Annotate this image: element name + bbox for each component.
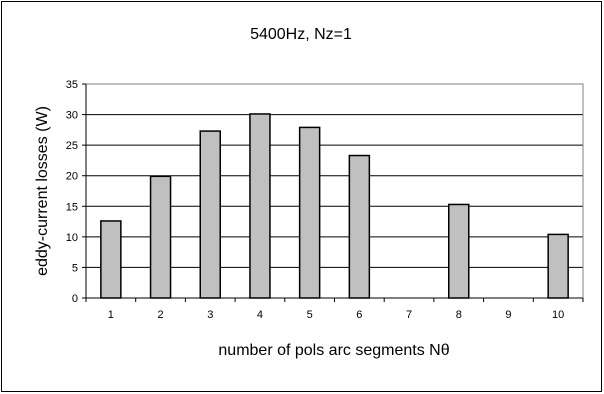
x-tick-label: 5 — [307, 309, 313, 321]
y-tick-label: 30 — [66, 110, 78, 122]
bars — [100, 113, 569, 299]
x-tick-label: 8 — [456, 309, 462, 321]
y-axis-label: eddy-current losses (W) — [34, 106, 51, 276]
y-tick-labels: 0 5 10 15 20 25 30 35 — [66, 79, 86, 305]
bar-5 — [298, 126, 321, 299]
bar-6 — [348, 154, 371, 299]
bar-2 — [149, 175, 172, 299]
y-tick-label: 10 — [66, 232, 78, 244]
y-tick-label: 5 — [72, 262, 78, 274]
bar-3 — [199, 130, 221, 299]
x-tick-label: 2 — [157, 309, 163, 321]
y-tick-label: 35 — [66, 79, 78, 91]
y-tick-label: 25 — [66, 140, 78, 152]
x-tick-label: 4 — [257, 309, 263, 321]
y-tick-label: 15 — [66, 201, 78, 213]
x-tick-labels: 1 2 3 4 5 6 7 8 9 10 — [85, 298, 584, 321]
bar-4 — [249, 113, 271, 299]
x-tick-label: 10 — [552, 309, 564, 321]
x-tick-label: 6 — [356, 309, 362, 321]
bar-1 — [100, 220, 122, 299]
bar-8 — [448, 203, 470, 299]
y-tick-label: 20 — [66, 171, 78, 183]
bar-10 — [547, 233, 569, 299]
x-tick-label: 1 — [108, 309, 114, 321]
chart-title: 5400Hz, Nz=1 — [250, 26, 352, 43]
x-axis-label: number of pols arc segments Nθ — [218, 342, 449, 359]
y-tick-label: 0 — [72, 293, 78, 305]
x-tick-label: 9 — [505, 309, 511, 321]
x-tick-label: 3 — [207, 309, 213, 321]
x-tick-label: 7 — [406, 309, 412, 321]
